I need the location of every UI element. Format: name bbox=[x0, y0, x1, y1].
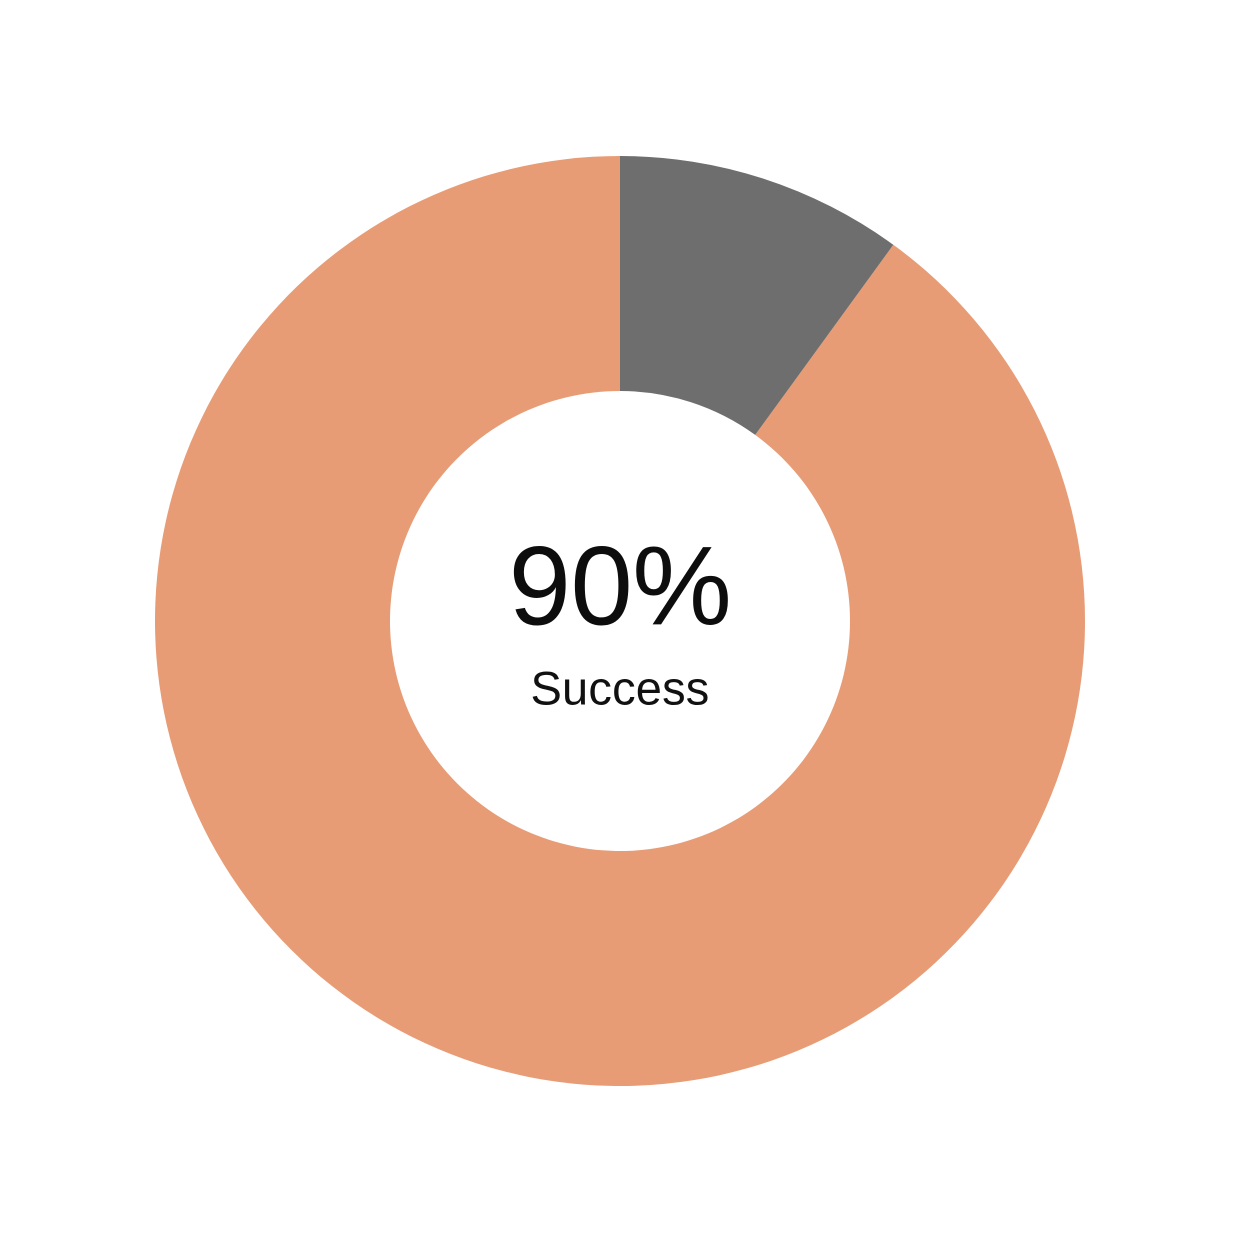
donut-slice-success[interactable] bbox=[155, 156, 1086, 1086]
donut-slice-remaining[interactable] bbox=[620, 156, 894, 435]
